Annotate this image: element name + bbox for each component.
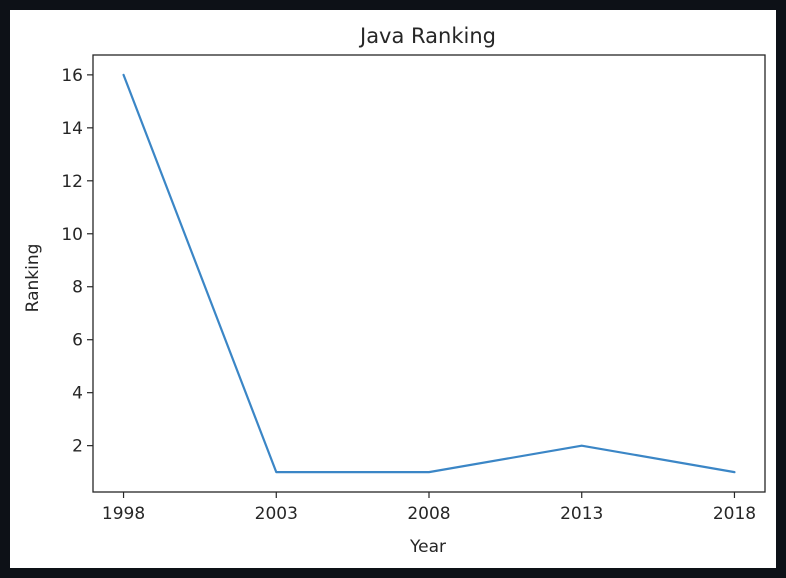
y-tick-label: 8 bbox=[72, 278, 83, 298]
y-tick-label: 16 bbox=[61, 66, 83, 86]
y-tick-label: 2 bbox=[72, 437, 83, 457]
x-tick-label: 2003 bbox=[255, 504, 298, 524]
x-tick-label: 1998 bbox=[102, 504, 145, 524]
chart-card: Java Ranking 1998 2003 2008 2013 2018 2 4 6 8 10… bbox=[10, 10, 776, 568]
y-tick-label: 6 bbox=[72, 331, 83, 351]
x-tick-label: 2013 bbox=[560, 504, 603, 524]
chart-title: Java Ranking bbox=[358, 24, 496, 48]
y-tick-label: 10 bbox=[61, 225, 83, 245]
y-tick-label: 14 bbox=[61, 119, 83, 139]
plot-area bbox=[92, 54, 766, 493]
x-axis-title: Year bbox=[409, 537, 446, 557]
y-axis-title: Ranking bbox=[23, 244, 43, 313]
x-tick-label: 2008 bbox=[407, 504, 450, 524]
x-axis: 1998 2003 2008 2013 2018 bbox=[102, 492, 756, 524]
y-tick-label: 12 bbox=[61, 172, 83, 192]
y-axis: 2 4 6 8 10 12 14 16 bbox=[61, 66, 93, 457]
y-tick-label: 4 bbox=[72, 384, 83, 404]
line-chart: Java Ranking 1998 2003 2008 2013 2018 2 4 6 8 10… bbox=[23, 24, 766, 557]
series-line bbox=[122, 73, 736, 474]
x-tick-label: 2018 bbox=[713, 504, 756, 524]
series-layer bbox=[122, 73, 736, 474]
